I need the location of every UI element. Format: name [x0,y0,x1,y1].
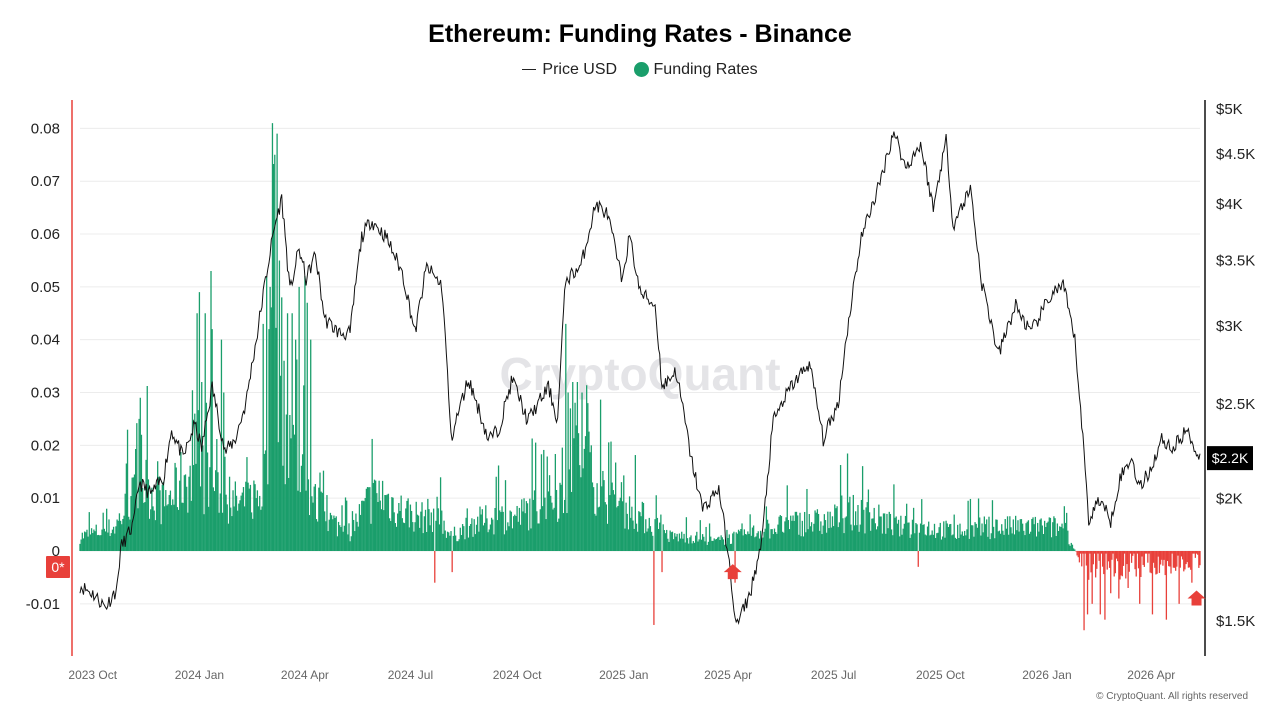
right-axis-tick-label: $1.5K [1216,613,1255,630]
current-price-label: $2.2K [1212,450,1249,466]
arrow-up-marker-icon [723,564,742,580]
x-axis-tick-label: 2024 Jan [175,668,224,682]
price-line [79,131,1201,625]
x-axis-tick-label: 2024 Oct [493,668,542,682]
right-axis-tick-label: $4K [1216,196,1243,213]
legend-price-label: Price USD [542,61,618,78]
x-axis-tick-label: 2026 Apr [1127,668,1175,682]
legend-price-line-icon [522,69,537,71]
left-axis-tick-label: -0.01 [26,596,60,613]
left-axis-tick-label: 0.02 [31,437,60,454]
left-axis-tick-label: 0 [52,543,60,560]
legend-funding-label: Funding Rates [653,61,758,78]
right-axis-tick-label: $2K [1216,491,1243,508]
x-axis-tick-label: 2025 Apr [704,668,752,682]
x-axis-tick-label: 2023 Oct [68,668,117,682]
x-axis-tick-label: 2025 Jan [599,668,648,682]
left-axis-tick-label: 0.05 [31,279,60,296]
current-price-bg [1207,446,1253,471]
chart-title: Ethereum: Funding Rates - Binance [428,20,852,48]
legend: Price USD Funding Rates [0,61,1280,79]
x-axis-tick-label: 2025 Jul [811,668,856,682]
x-axis-tick-label: 2024 Apr [281,668,329,682]
right-axis-tick-label: $3K [1216,318,1243,335]
left-axis-tick-label: 0.03 [31,385,60,402]
current-price-badge: $2.2K [1207,446,1253,471]
right-axis-tick-label: $5K [1216,101,1243,118]
legend-item-funding[interactable]: Funding Rates [633,61,758,79]
right-axis-tick-label: $4.5K [1216,146,1255,163]
zero-marker-badge: 0* [46,556,70,578]
left-axis-tick-label: 0.01 [31,490,60,507]
x-axis-tick-label: 2026 Jan [1022,668,1071,682]
x-axis-tick-label: 2024 Jul [388,668,433,682]
legend-item-price[interactable]: Price USD [522,61,617,79]
left-axis-tick-label: 0.08 [31,120,60,137]
x-axis-tick-label: 2025 Oct [916,668,965,682]
left-axis-tick-label: 0.04 [31,332,60,349]
arrow-up-marker-icon [1187,590,1206,606]
left-axis-tick-label: 0.07 [31,173,60,190]
zero-marker-bg [46,556,70,578]
copyright-notice: © CryptoQuant. All rights reserved [1096,691,1248,702]
watermark: CryptoQuant [499,348,780,400]
zero-marker-label: 0* [51,559,65,575]
right-axis-tick-label: $2.5K [1216,396,1255,413]
right-axis-tick-label: $3.5K [1216,253,1255,270]
funding-bars [79,123,1201,631]
left-axis-tick-label: 0.06 [31,226,60,243]
legend-funding-dot-icon [633,62,649,78]
